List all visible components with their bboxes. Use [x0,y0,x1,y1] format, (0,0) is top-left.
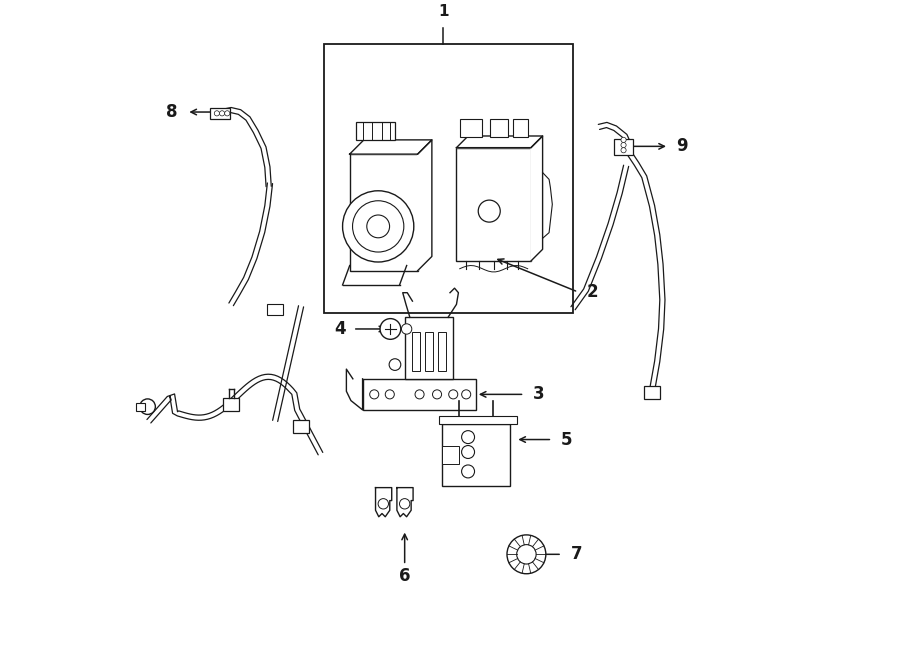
Bar [136,402,145,410]
Bar [514,119,527,137]
Bar [456,148,531,261]
Circle shape [462,465,474,478]
Circle shape [433,390,442,399]
Text: 5: 5 [561,430,572,449]
Circle shape [367,215,390,238]
Bar [439,416,517,424]
Circle shape [220,111,225,116]
Text: 6: 6 [399,567,410,585]
Circle shape [621,142,626,148]
Circle shape [478,200,500,222]
Bar [211,108,230,118]
Bar [442,424,510,486]
Circle shape [385,390,394,399]
Circle shape [214,111,220,116]
Circle shape [449,390,458,399]
Circle shape [370,390,379,399]
Bar [438,332,446,371]
Circle shape [400,498,410,509]
Circle shape [507,535,545,574]
Circle shape [225,111,230,116]
Text: 4: 4 [334,320,346,338]
Bar [363,379,476,410]
Circle shape [621,137,626,142]
Bar [491,119,508,137]
Polygon shape [375,488,392,517]
Polygon shape [531,136,543,261]
Circle shape [462,446,474,459]
Bar [223,399,238,411]
Circle shape [343,191,414,262]
Circle shape [380,318,400,340]
Bar [412,332,420,371]
Circle shape [378,498,389,509]
Bar [405,317,454,379]
Polygon shape [456,136,543,148]
Circle shape [462,390,471,399]
Polygon shape [418,140,432,271]
Circle shape [389,359,400,371]
Bar [293,420,310,432]
Bar [324,44,573,312]
Bar [267,305,283,314]
Bar [356,122,395,140]
Bar [442,446,459,464]
Circle shape [353,201,404,252]
Text: 9: 9 [676,137,688,156]
Text: 7: 7 [572,545,582,563]
Circle shape [415,390,424,399]
Circle shape [140,399,156,414]
Circle shape [462,431,474,444]
Circle shape [517,545,536,564]
Text: 1: 1 [438,5,448,19]
Bar [349,154,418,271]
Bar [426,332,433,371]
Text: 3: 3 [533,385,544,403]
Text: 8: 8 [166,103,177,121]
Polygon shape [397,488,413,517]
Circle shape [401,324,412,334]
Circle shape [621,148,626,153]
Bar [614,139,634,156]
Polygon shape [349,140,432,154]
Bar [460,119,482,137]
Text: 2: 2 [587,283,599,301]
Bar [644,386,661,399]
